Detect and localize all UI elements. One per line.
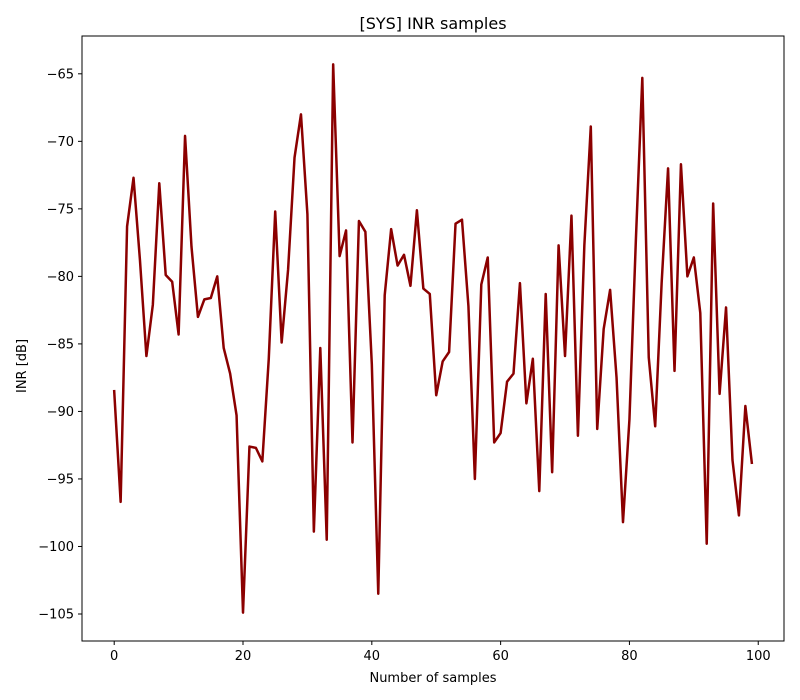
- x-axis-ticks: 0 20 40 60 80 100: [110, 641, 771, 664]
- y-tick-label: −70: [47, 135, 74, 150]
- y-tick-label: −80: [47, 270, 74, 285]
- x-tick-label: 20: [235, 649, 252, 664]
- plot-series: [112, 63, 754, 614]
- x-axis-label: Number of samples: [369, 671, 496, 686]
- y-tick-label: −105: [38, 607, 74, 622]
- x-tick-label: 80: [621, 649, 638, 664]
- chart-title: [SYS] INR samples: [359, 14, 506, 33]
- y-tick-label: −65: [47, 67, 74, 82]
- plot-area-frame: [81, 35, 785, 642]
- x-tick-label: 0: [110, 649, 118, 664]
- y-tick-label: −100: [38, 540, 74, 555]
- x-tick-label: 40: [364, 649, 381, 664]
- y-tick-label: −85: [47, 337, 74, 352]
- y-tick-label: −90: [47, 405, 74, 420]
- y-tick-label: −75: [47, 202, 74, 217]
- x-tick-label: 60: [492, 649, 509, 664]
- y-tick-label: −95: [47, 472, 74, 487]
- y-axis-label: INR [dB]: [15, 339, 30, 393]
- inr-series-line: [112, 63, 754, 614]
- y-axis-ticks: −105 −100 −95 −90 −85 −80 −75 −70 −65: [38, 67, 82, 622]
- x-tick-label: 100: [746, 649, 771, 664]
